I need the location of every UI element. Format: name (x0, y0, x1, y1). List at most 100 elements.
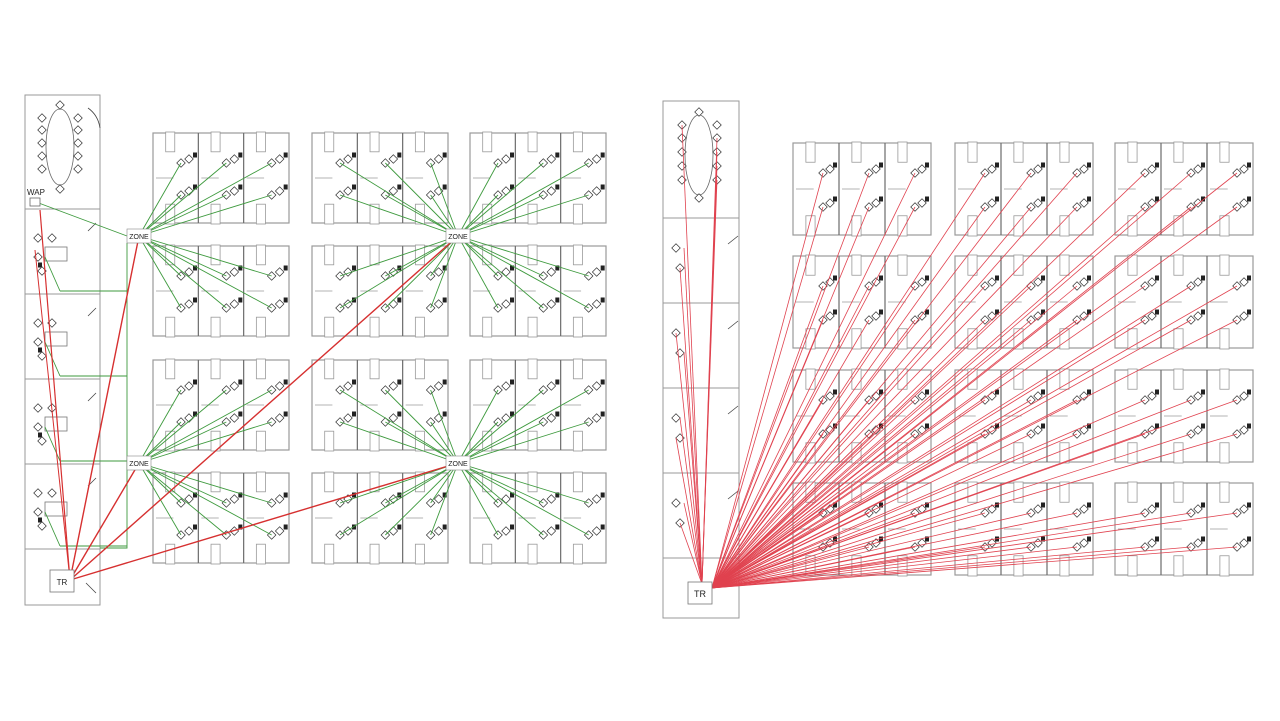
cubicle-opening (210, 358, 221, 380)
outlet-icon (433, 381, 444, 391)
outlet-icon (591, 299, 602, 309)
outlet-icon (825, 311, 835, 321)
phone-icon (442, 152, 447, 158)
phone-icon (238, 152, 243, 158)
outlet-icon (501, 526, 511, 536)
zone-cable (457, 389, 499, 464)
direct-cable (683, 352, 703, 585)
cubicle-opening (1059, 368, 1070, 390)
cubicle-outline (954, 482, 1094, 576)
zone-cable (138, 194, 227, 237)
zone-cable (457, 462, 589, 504)
zone-cable (457, 235, 589, 277)
outlet-icon (343, 381, 353, 391)
outlet-icon (671, 498, 681, 508)
outlet-icon (1033, 425, 1043, 435)
phone-icon (995, 162, 999, 168)
left-floor-plan: WAP ZONE ZONE ZONE ZONE TR (24, 94, 607, 606)
outlet-icon (184, 299, 194, 309)
outlet-icon (37, 164, 47, 174)
outlet-icon (1239, 277, 1249, 287)
outlet-icon (591, 526, 602, 536)
outlet-icon (73, 113, 83, 123)
phone-icon (193, 411, 197, 417)
direct-cable (711, 285, 1238, 589)
outlet-icon (546, 413, 557, 423)
outlet-icon (871, 311, 881, 321)
outlet-icon (229, 413, 240, 423)
home-run-cable (69, 462, 140, 581)
phone-icon (833, 389, 837, 395)
outlet-icon (917, 504, 927, 514)
direct-cable (711, 172, 986, 589)
phone-icon (238, 524, 243, 530)
zone-cable (430, 235, 459, 309)
outlet-icon (675, 348, 685, 358)
outlet-icon (591, 154, 602, 164)
direct-cable (711, 172, 1192, 589)
cubicle-opening (1219, 141, 1230, 163)
phone-icon (600, 152, 605, 158)
cubicle-opening (1173, 481, 1184, 503)
phone-icon (1247, 162, 1251, 168)
outlet-icon (546, 154, 557, 164)
cubicle-opening (1059, 141, 1070, 163)
phone-icon (879, 196, 883, 202)
phone-icon (442, 524, 447, 530)
phone-icon (510, 184, 514, 190)
direct-cable (711, 399, 1078, 589)
direct-cable (711, 433, 1238, 589)
cubicle-opening (1173, 368, 1184, 390)
zone-cable (138, 462, 272, 536)
cubicle-block (469, 358, 607, 452)
direct-cable (711, 172, 870, 589)
cubicle-opening (369, 244, 380, 266)
zone-cable (138, 194, 272, 237)
cubicle-outline (954, 255, 1094, 349)
outlet-icon (37, 151, 47, 161)
cubicle-opening (165, 358, 176, 380)
direct-cable (711, 512, 916, 589)
direct-cable (711, 285, 824, 589)
outlet-icon (388, 526, 399, 536)
cubicle-opening (165, 316, 176, 338)
direct-cable (711, 172, 1032, 589)
outlet-icon (274, 526, 285, 536)
telecom-room (24, 548, 101, 606)
phone-icon (1155, 502, 1159, 508)
phone-icon (283, 492, 288, 498)
phone-icon (238, 379, 243, 385)
outlet-icon (825, 198, 835, 208)
phone-icon (1247, 389, 1251, 395)
direct-cable (711, 172, 1238, 589)
phone-icon (879, 309, 883, 315)
phone-icon (1041, 423, 1045, 429)
outlet-icon (591, 186, 602, 196)
direct-cable (711, 172, 1146, 589)
cubicle-opening (414, 316, 425, 338)
direct-cable (711, 546, 1146, 589)
zone-cable (138, 462, 227, 504)
door-swing (85, 582, 97, 594)
direct-cable (679, 267, 703, 585)
direct-cable (711, 399, 1238, 589)
outlet-icon (1033, 311, 1043, 321)
zone-label: ZONE (448, 461, 468, 468)
left-cubicle-blocks (152, 131, 607, 565)
private-office (662, 302, 740, 389)
phone-icon (238, 297, 243, 303)
cubicle-opening (1059, 555, 1070, 577)
phone-icon (193, 184, 197, 190)
outlet-icon (712, 120, 722, 130)
zone-cable (457, 235, 499, 309)
cubicle-block (792, 141, 932, 237)
phone-icon (600, 411, 605, 417)
outlet-icon (184, 381, 194, 391)
outlet-icon (694, 107, 704, 117)
cubicle-opening (324, 543, 335, 565)
direct-cable (711, 433, 916, 589)
outlet-icon (1033, 538, 1043, 548)
phone-icon (833, 309, 837, 315)
zone-cable (138, 389, 272, 464)
